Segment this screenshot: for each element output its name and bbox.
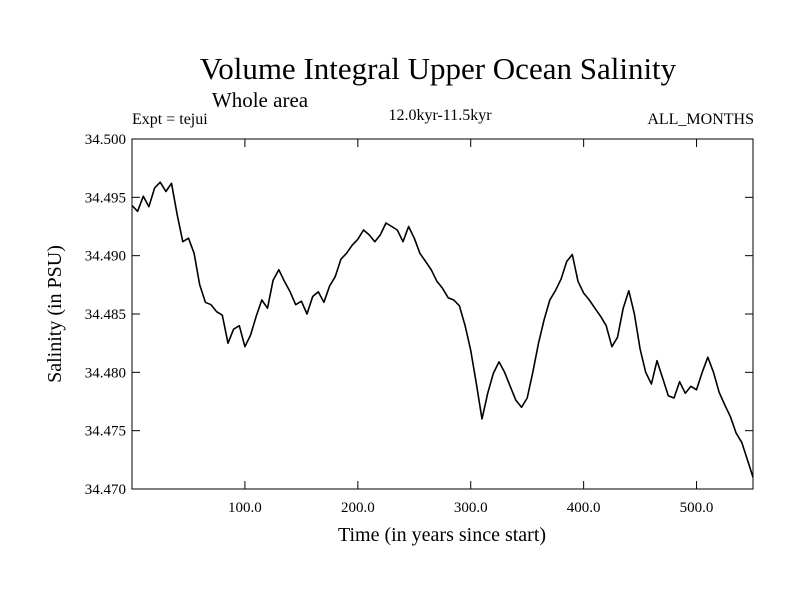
y-tick-label: 34.485 (85, 307, 126, 323)
y-tick-label: 34.495 (85, 190, 126, 206)
period-label: 12.0kyr-11.5kyr (388, 107, 492, 124)
x-axis: 100.0 200.0 300.0 400.0 500.0 (228, 139, 713, 516)
x-tick-label: 400.0 (567, 500, 601, 516)
y-tick-label: 34.490 (85, 249, 126, 265)
experiment-label: Expt = tejui (132, 111, 208, 128)
y-axis-label: Salinity (in PSU) (44, 245, 66, 383)
months-label: ALL_MONTHS (647, 111, 754, 128)
chart-subtitle: Whole area (212, 88, 309, 112)
x-tick-label: 500.0 (680, 500, 714, 516)
salinity-series-line (131, 181, 754, 478)
y-tick-label: 34.475 (85, 424, 126, 440)
y-tick-label: 34.470 (85, 482, 126, 498)
x-tick-label: 200.0 (341, 500, 375, 516)
y-tick-label: 34.500 (85, 132, 126, 148)
x-tick-label: 300.0 (454, 500, 488, 516)
y-tick-label: 34.480 (85, 365, 126, 381)
plot-frame (131, 138, 754, 490)
chart-title: Volume Integral Upper Ocean Salinity (200, 51, 677, 86)
x-axis-label: Time (in years since start) (338, 524, 546, 546)
x-tick-label: 100.0 (228, 500, 262, 516)
y-axis: 34.470 34.475 34.480 34.485 34.490 34.495 34.5… (85, 132, 753, 498)
